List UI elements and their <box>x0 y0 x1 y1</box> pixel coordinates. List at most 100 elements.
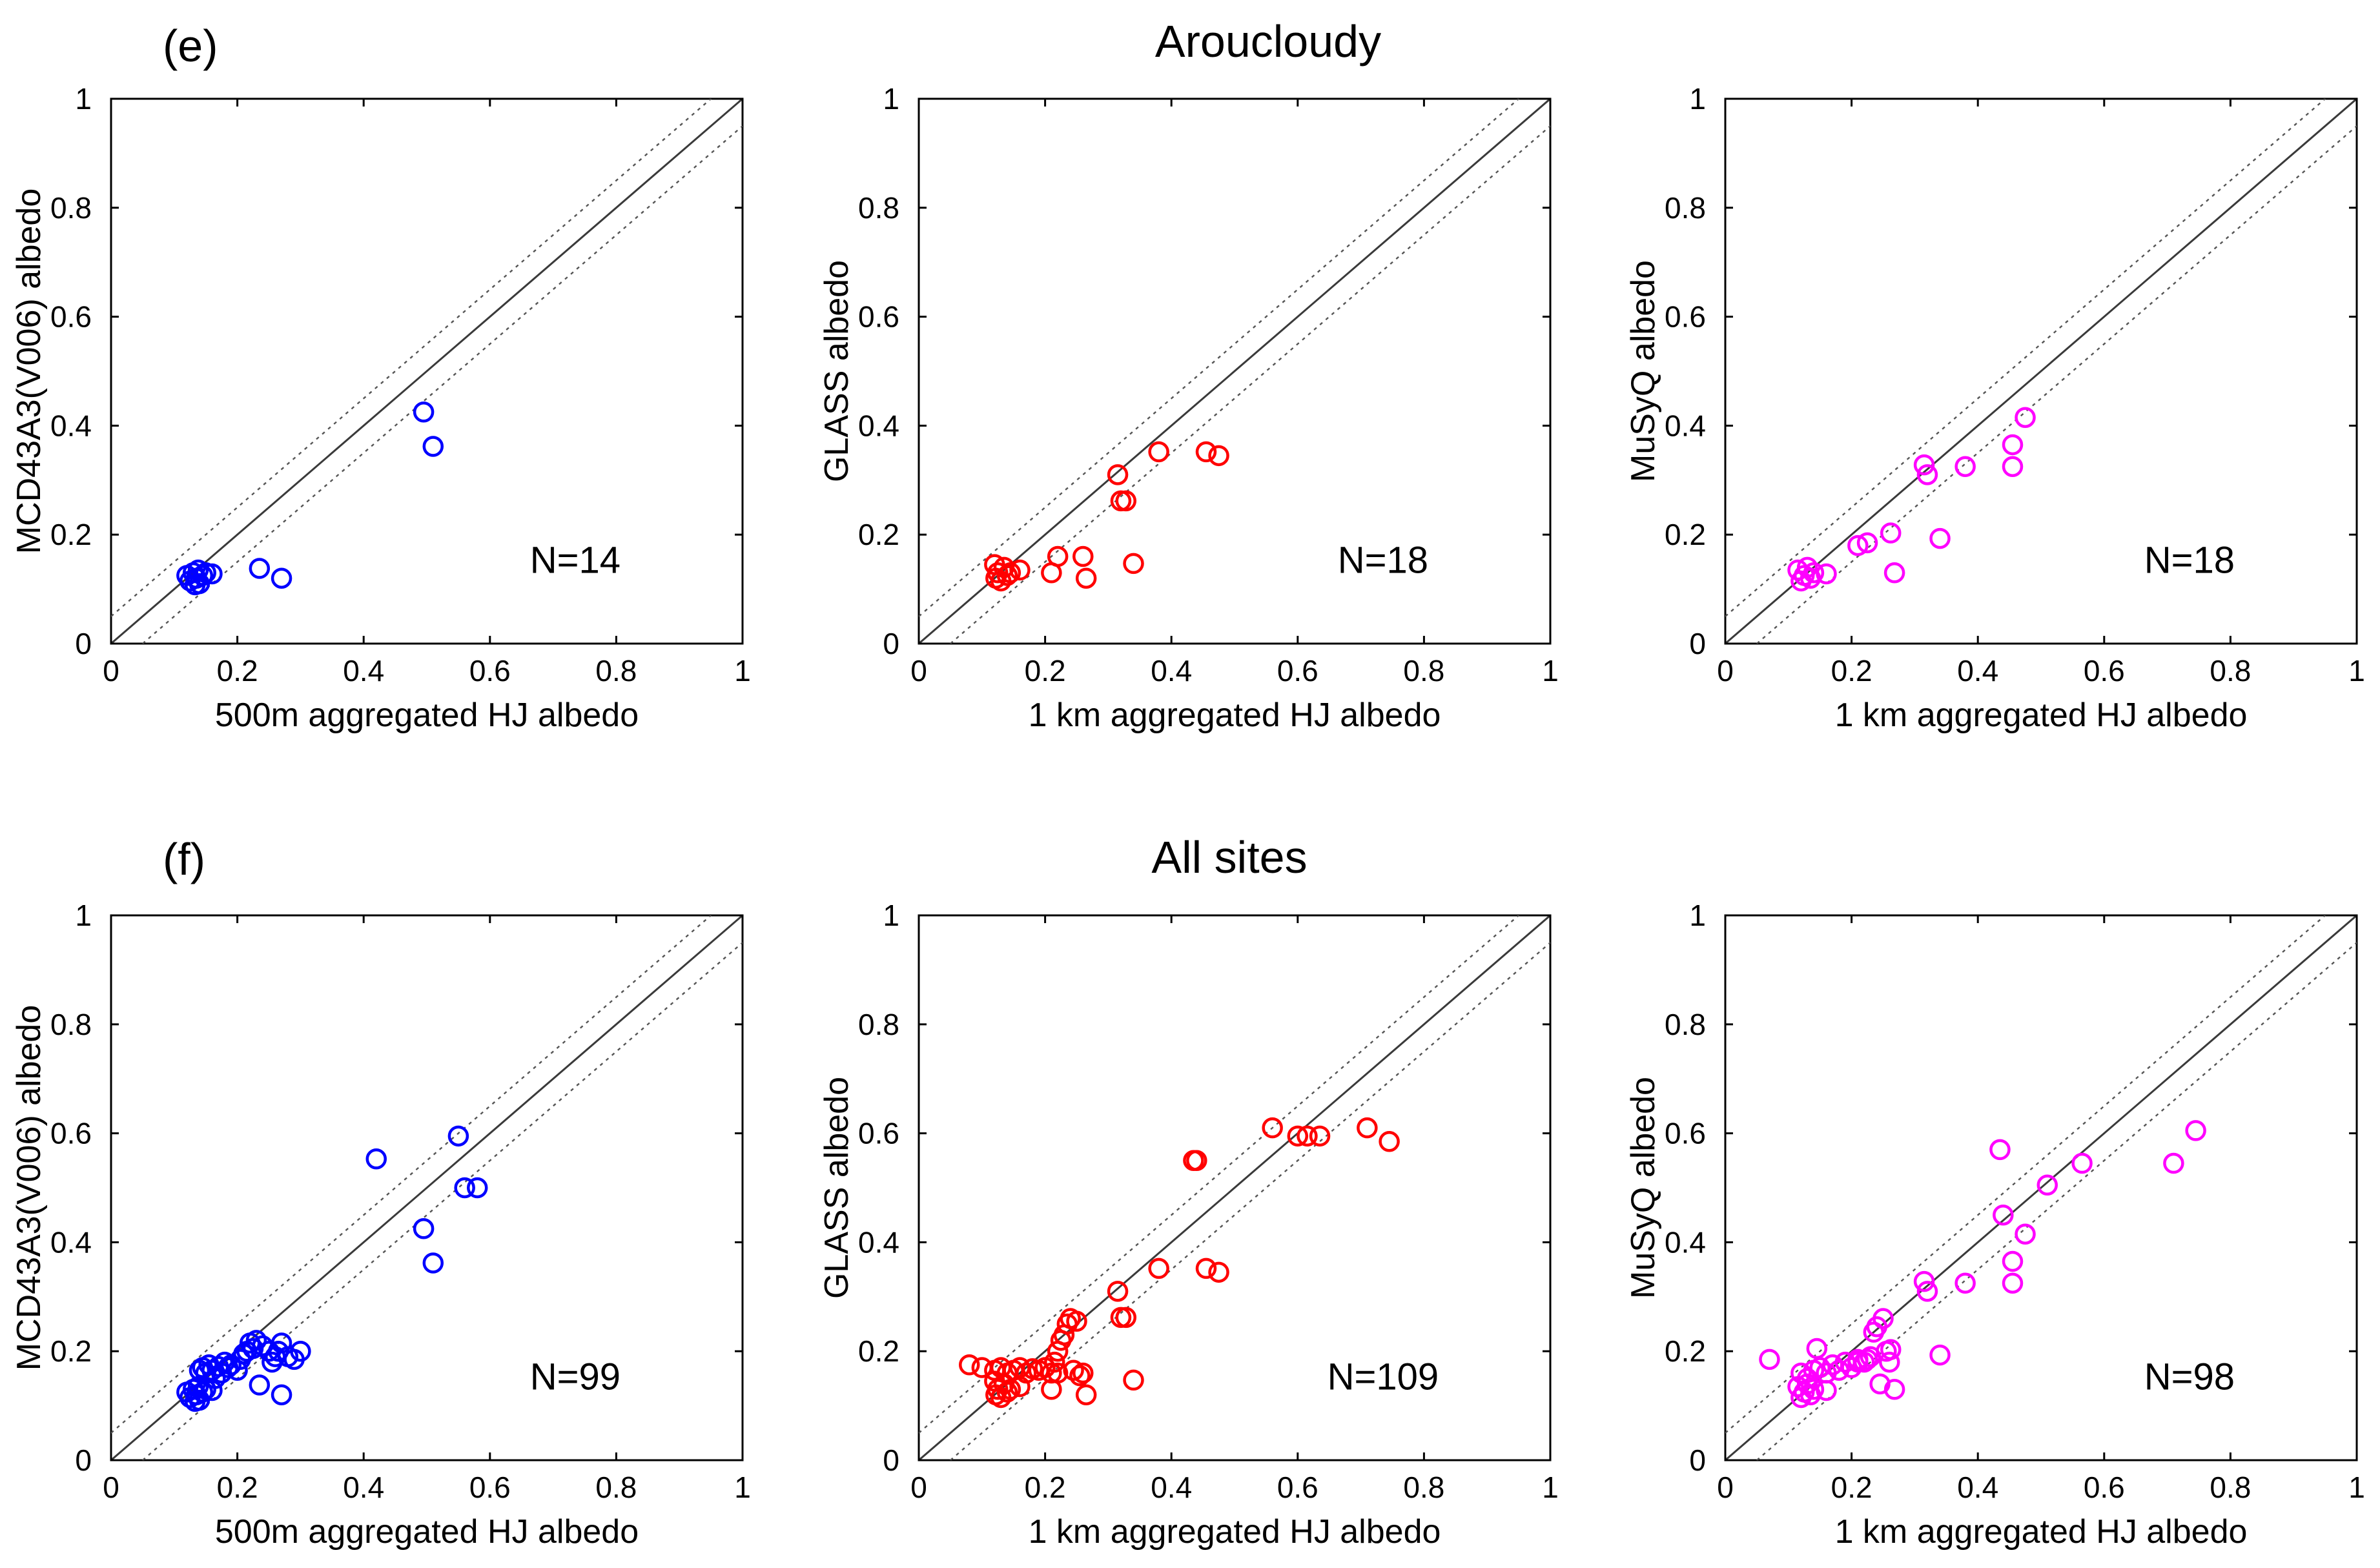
sample-count-label: N=18 <box>2144 539 2235 581</box>
upper-band-line <box>1725 99 2326 617</box>
y-tick-label: 1 <box>75 82 92 116</box>
data-points <box>176 402 444 596</box>
data-point <box>413 402 435 423</box>
data-point <box>1790 1362 1812 1384</box>
y-axis-label: GLASS albedo <box>818 1077 856 1299</box>
data-point <box>2185 1120 2206 1141</box>
x-tick-label: 0.2 <box>1025 654 1066 687</box>
y-tick-label: 0 <box>1689 1443 1706 1477</box>
y-axis-label: MCD43A3(V006) albedo <box>10 188 48 555</box>
data-point <box>1883 562 1905 584</box>
y-tick-label: 0.8 <box>858 1008 899 1041</box>
one-to-one-line <box>111 99 743 644</box>
data-point <box>1796 556 1818 578</box>
data-point <box>1148 1257 1169 1279</box>
x-tick-label: 0 <box>103 1471 119 1504</box>
x-tick-label: 0.8 <box>2210 654 2251 687</box>
y-tick-label: 0.4 <box>858 409 899 442</box>
data-point <box>1287 1125 1309 1147</box>
lower-band-line <box>950 125 1550 644</box>
data-point <box>413 1218 435 1239</box>
data-point <box>1123 1369 1144 1391</box>
x-tick-label: 0.8 <box>595 1471 637 1504</box>
panel-label-f: (f) <box>163 834 205 884</box>
data-point <box>290 1340 311 1362</box>
data-point <box>2036 1174 2058 1196</box>
x-axis-label: 1 km aggregated HJ albedo <box>1029 1513 1441 1551</box>
lower-band-line <box>142 125 743 644</box>
data-point <box>1047 1362 1069 1384</box>
data-point <box>1069 1365 1091 1387</box>
data-point <box>1044 1351 1065 1373</box>
y-tick-label: 0.6 <box>1665 1117 1706 1150</box>
x-axis-label: 500m aggregated HJ albedo <box>215 697 639 734</box>
scatter-plot-0-0: 00 0.2 0.2 0.4 0.4 0.6 0.6 0.8 0.8 1 1 500m aggrega… <box>10 82 751 734</box>
y-tick-label: 0.4 <box>1665 409 1706 442</box>
y-tick-label: 0.2 <box>50 1334 92 1368</box>
data-point <box>1115 1307 1137 1329</box>
plot-frame <box>110 97 744 645</box>
data-point <box>1379 1131 1400 1152</box>
y-tick-label: 0.4 <box>50 1225 92 1259</box>
sample-count-label: N=14 <box>530 539 621 581</box>
scatter-plots: 0 0 0.2 0.2 0.4 0.4 0.6 0.6 0.8 0.8 1 1 500m aggrega… <box>10 82 2365 1551</box>
data-point <box>1856 1349 1878 1370</box>
plot-frame <box>1724 97 2358 645</box>
sample-count-label: N=18 <box>1338 539 1428 581</box>
data-point <box>1072 1362 1094 1384</box>
data-point <box>1880 1339 1902 1360</box>
x-tick-label: 1 <box>734 654 751 687</box>
data-point <box>201 563 223 585</box>
data-point <box>249 558 271 579</box>
row-0-header: (e) Aroucloudy <box>163 16 1381 71</box>
x-tick-label: 0.6 <box>2084 1471 2125 1504</box>
data-point <box>1195 1257 1217 1279</box>
one-to-one-line <box>919 99 1550 644</box>
lower-band-line <box>950 942 1550 1460</box>
x-tick-label: 0.4 <box>1957 654 1998 687</box>
x-tick-label: 0.2 <box>1831 1471 1872 1504</box>
data-point <box>205 1368 226 1389</box>
y-tick-label: 1 <box>75 899 92 932</box>
data-point <box>1262 1117 1283 1139</box>
y-tick-label: 0 <box>883 1443 899 1477</box>
x-tick-label: 0.2 <box>217 1471 258 1504</box>
data-point <box>1072 545 1094 567</box>
y-tick-label: 0.8 <box>50 1008 92 1041</box>
y-tick-label: 0.6 <box>1665 300 1706 334</box>
y-axis-label: MuSyQ albedo <box>1625 260 1662 482</box>
sample-count-label: N=98 <box>2144 1356 2235 1398</box>
data-point <box>1803 562 1825 584</box>
y-tick-label: 0.6 <box>50 300 92 334</box>
sample-count-label: N=109 <box>1328 1356 1439 1398</box>
data-point <box>1916 464 1938 485</box>
data-point <box>1759 1349 1780 1370</box>
x-tick-label: 1 <box>1542 654 1559 687</box>
data-point <box>1107 1281 1129 1302</box>
data-point <box>1856 532 1878 554</box>
data-point <box>1880 522 1902 544</box>
y-tick-label: 0.2 <box>858 1334 899 1368</box>
scatter-plot-0-1: 00 0.2 0.2 0.4 0.4 0.6 0.6 0.8 0.8 1 1 1 km aggrega… <box>818 82 1559 734</box>
data-point <box>1297 1125 1318 1147</box>
plot-frame <box>1724 914 2358 1461</box>
data-point <box>2002 456 2024 477</box>
data-point <box>271 567 292 589</box>
data-point <box>1066 1310 1087 1332</box>
y-tick-label: 0.8 <box>1665 191 1706 225</box>
data-point <box>454 1177 475 1199</box>
data-point <box>1847 535 1869 556</box>
y-axis-label: GLASS albedo <box>818 260 856 482</box>
data-point <box>1872 1308 1894 1329</box>
x-tick-label: 0.6 <box>469 1471 511 1504</box>
data-point <box>1954 456 1976 477</box>
data-point <box>1916 1281 1938 1302</box>
row-title-all-sites: All sites <box>1151 832 1307 882</box>
data-point <box>1853 1351 1875 1373</box>
x-tick-label: 0.8 <box>2210 1471 2251 1504</box>
x-tick-label: 0 <box>103 654 119 687</box>
y-axis-label: MuSyQ albedo <box>1625 1077 1662 1299</box>
x-tick-label: 0.4 <box>343 1471 384 1504</box>
data-point <box>245 1330 267 1351</box>
